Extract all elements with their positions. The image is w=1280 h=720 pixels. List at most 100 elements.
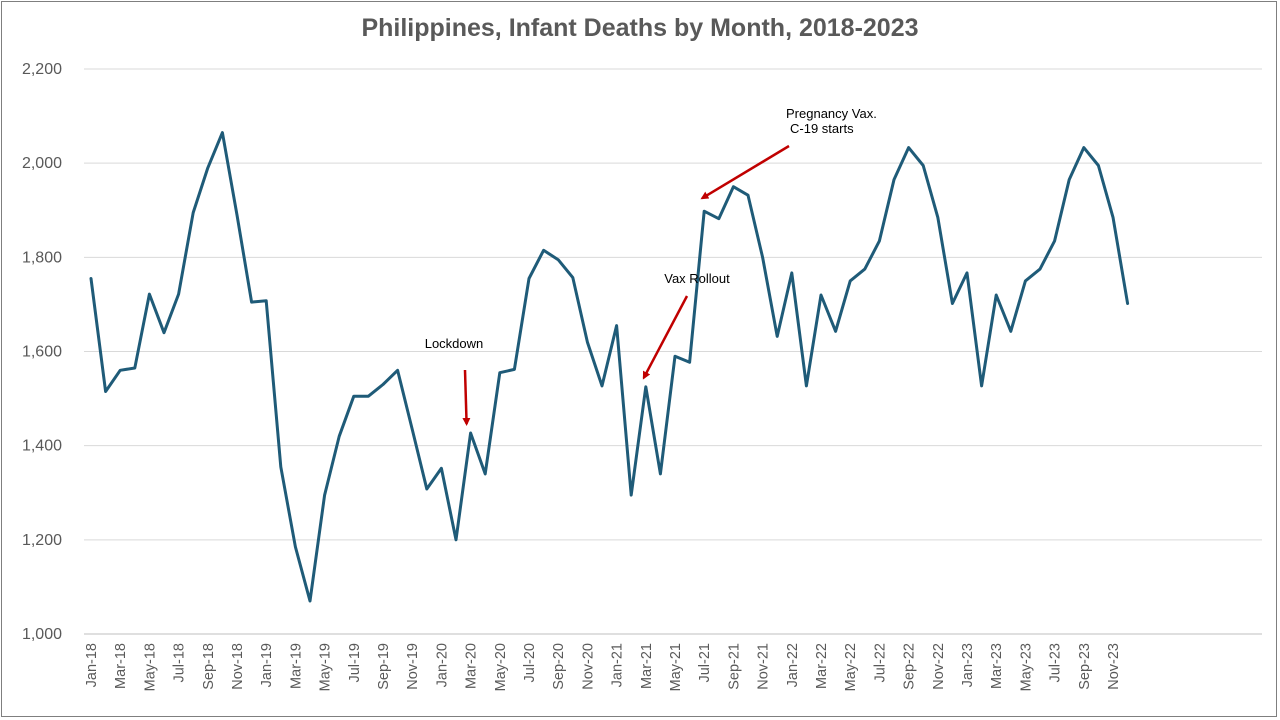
data-point [980,384,983,387]
data-point [411,428,414,431]
data-point [761,256,764,259]
data-point [1082,146,1085,149]
data-point [382,383,385,386]
x-tick-label: Jul-20 [522,643,538,683]
data-point [455,538,458,541]
x-tick-label: Mar-23 [989,643,1005,689]
data-point [966,271,969,274]
data-point [820,294,823,297]
annotation-arrow [644,296,687,378]
x-tick-label: Nov-21 [756,643,772,690]
data-point [133,366,136,369]
data-point [688,361,691,364]
data-point [484,472,487,475]
x-tick-label: Mar-21 [639,643,655,689]
x-tick-label: May-18 [142,643,158,691]
annotation-text: Pregnancy Vax. [786,106,877,121]
data-point [236,213,239,216]
x-tick-label: Nov-23 [1106,643,1122,690]
y-axis: 1,000 1,200 1,400 1,600 1,800 2,000 2,200 [22,61,62,643]
data-point [703,210,706,213]
data-point [352,395,355,398]
y-tick-label: 2,200 [22,61,62,78]
annotation-text: Vax Rollout [664,271,730,286]
gridlines [84,69,1262,634]
data-point [1039,268,1042,271]
annotation-arrow [465,370,467,424]
x-tick-label: Sep-22 [902,643,918,690]
data-point [1009,330,1012,333]
y-tick-label: 1,600 [22,344,62,361]
y-tick-label: 2,000 [22,155,62,172]
data-point [440,467,443,470]
annotation-text: C-19 starts [790,121,854,136]
data-point [557,258,560,261]
data-point [542,249,545,252]
x-axis: Jan-18 Mar-18 May-18 Jul-18 Sep-18 Nov-18 Jan-… [84,643,1122,691]
data-point [367,395,370,398]
x-tick-label: Jan-23 [960,643,976,687]
y-tick-label: 1,000 [22,626,62,643]
data-point [1053,239,1056,242]
x-tick-label: Nov-20 [580,643,596,690]
data-point [922,164,925,167]
data-point [513,368,516,371]
data-point [177,293,180,296]
x-tick-label: Jan-18 [84,643,100,687]
data-point [250,301,253,304]
data-point [805,384,808,387]
data-point [630,494,633,497]
x-tick-label: Jan-20 [434,643,450,687]
data-point [498,371,501,374]
x-tick-label: May-23 [1018,643,1034,691]
data-point [294,545,297,548]
data-point [206,166,209,169]
data-point [1126,302,1129,305]
x-tick-label: Jul-21 [697,643,713,683]
data-point [396,369,399,372]
data-point [586,341,589,344]
x-tick-label: May-19 [318,643,334,691]
data-point [104,390,107,393]
data-point [615,324,618,327]
x-tick-label: Jul-18 [172,643,188,683]
data-point [674,355,677,358]
x-tick-label: Sep-18 [201,643,217,690]
x-tick-label: Jan-22 [785,643,801,687]
data-point [907,146,910,149]
x-tick-label: Jul-19 [347,643,363,683]
data-point [279,465,282,468]
data-point [528,277,531,280]
x-tick-label: Jul-23 [1048,643,1064,683]
data-point [776,335,779,338]
data-point [659,472,662,475]
x-tick-label: May-21 [668,643,684,691]
x-tick-label: Jul-22 [872,643,888,683]
data-point [747,194,750,197]
data-point [265,299,268,302]
data-point [644,385,647,388]
data-point [1097,164,1100,167]
data-point [323,494,326,497]
series-layer [90,131,1130,602]
data-point [1068,178,1071,181]
x-tick-label: Sep-23 [1077,643,1093,690]
x-tick-label: Sep-21 [726,643,742,690]
data-point [878,239,881,242]
x-tick-label: Mar-18 [113,643,129,689]
y-tick-label: 1,800 [22,249,62,266]
data-point [425,487,428,490]
line-chart: 1,000 1,200 1,400 1,600 1,800 2,000 2,200 Jan-… [0,0,1280,720]
y-tick-label: 1,400 [22,438,62,455]
data-point [1024,279,1027,282]
data-point [338,435,341,438]
data-point [834,330,837,333]
y-tick-label: 1,200 [22,532,62,549]
data-point [893,178,896,181]
data-point [863,268,866,271]
x-tick-label: May-20 [493,643,509,691]
x-tick-label: Mar-19 [288,643,304,689]
x-tick-label: Nov-22 [931,643,947,690]
data-point [1112,216,1115,219]
x-tick-label: May-22 [843,643,859,691]
